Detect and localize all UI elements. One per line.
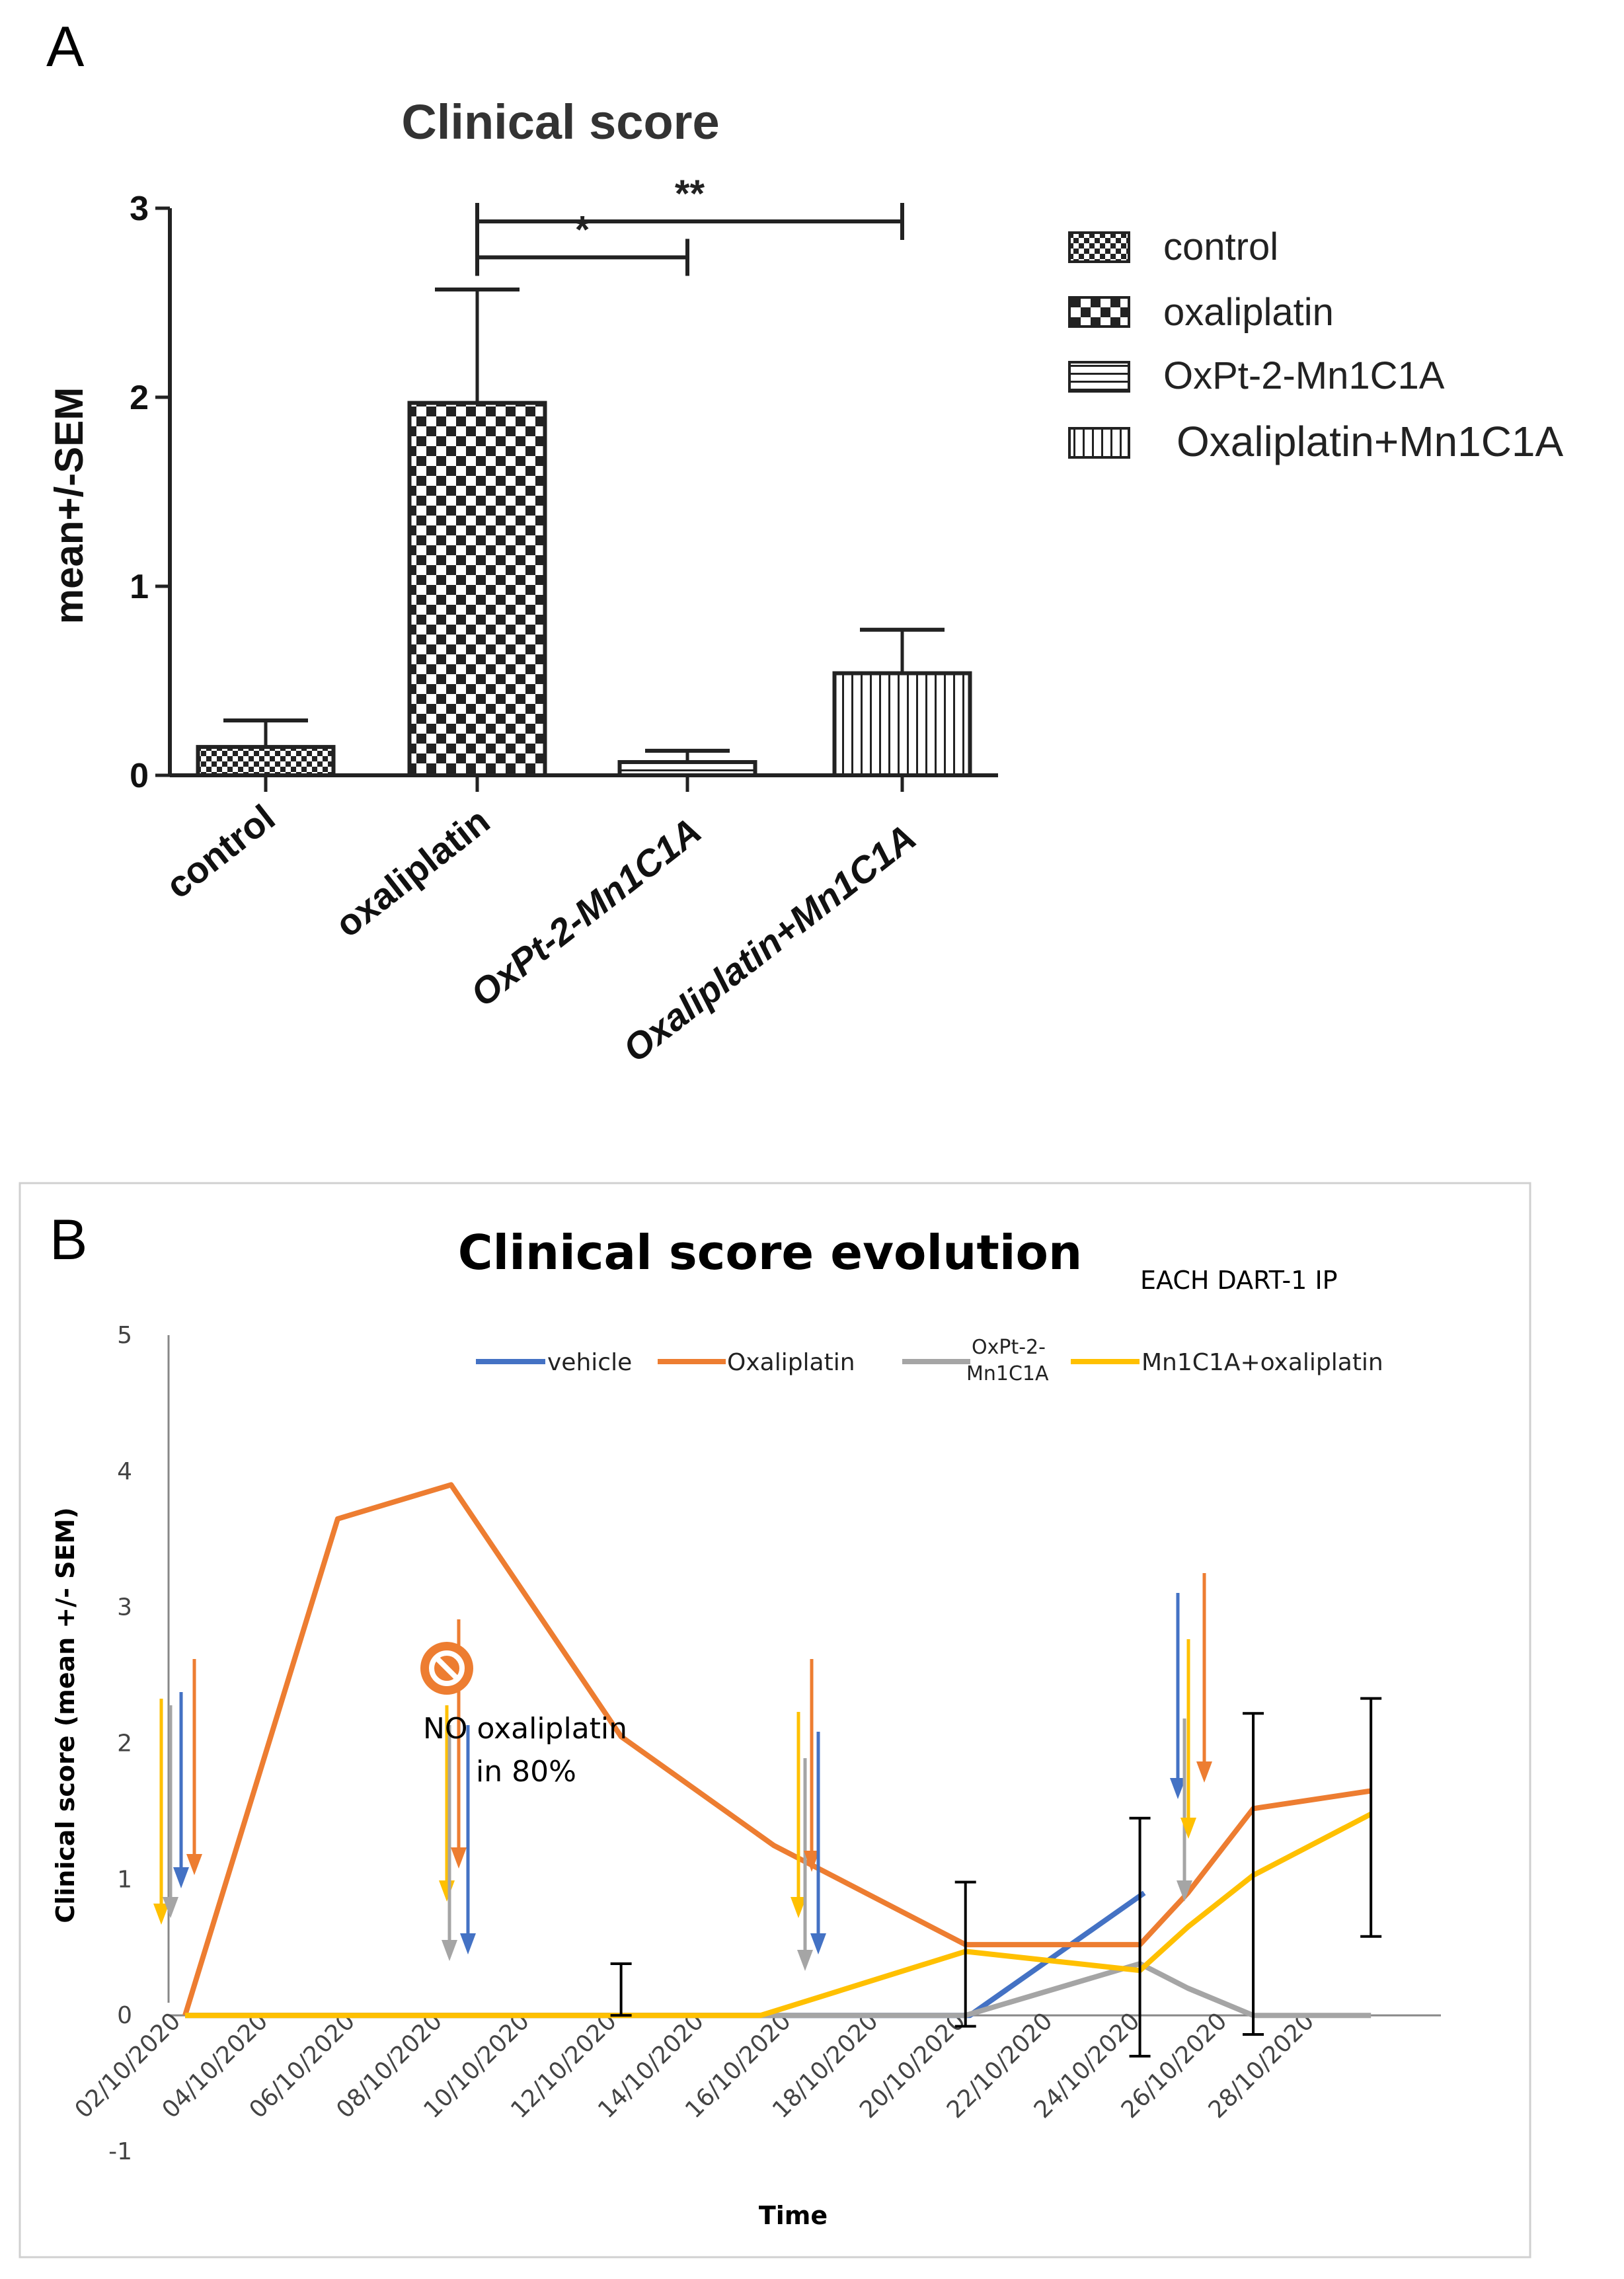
series-line-Oxaliplatin [182, 1482, 1372, 2017]
panel-a-bar [196, 745, 336, 777]
panel-b-y-tick-label: 2 [117, 1730, 132, 1758]
panel-b-letter: B [50, 1208, 87, 1272]
significance-label: * [575, 208, 590, 251]
legend-label-oxaliplatin-b: Oxaliplatin [727, 1349, 855, 1376]
panel-a-category-label: control [158, 796, 282, 906]
panel-b-y-tick-label: 0 [117, 2002, 132, 2029]
panel-a-letter: A [46, 15, 85, 79]
panel-a-legend: control oxaliplatin OxPt-2-Mn1C1A Oxalip… [1068, 225, 1564, 465]
legend-label-control: control [1163, 225, 1278, 268]
panel-a-y-axis-label: mean+/-SEM [47, 387, 91, 624]
legend-swatch-oxali-mn [1068, 427, 1130, 459]
dose-arrow-group-4 [1170, 1573, 1212, 1902]
panel-b-y-tick-label: 5 [117, 1322, 132, 1349]
panel-b-y-tick-label: 3 [117, 1594, 132, 1621]
panel-a-y-tick-label: 0 [130, 757, 149, 795]
legend-label-oxaliplatin: oxaliplatin [1163, 291, 1334, 334]
legend-label-vehicle: vehicle [547, 1349, 632, 1376]
panel-a-bars [196, 287, 972, 792]
dose-arrow-group-1 [153, 1659, 202, 1925]
panel-b-y-tick-label: 1 [117, 1866, 132, 1893]
legend-label-oxali-mn: Oxaliplatin+Mn1C1A [1177, 418, 1564, 465]
annotation-no-oxaliplatin: NO oxaliplatin [423, 1712, 627, 1746]
annotation-in-80: in 80% [476, 1755, 576, 1789]
panel-b-error-bars [610, 1697, 1382, 2058]
panel-a-y-tick-label: 1 [130, 568, 149, 606]
panel-b-title: Clinical score evolution [458, 1225, 1083, 1280]
panel-b-legend: vehicle Oxaliplatin OxPt-2- Mn1C1A Mn1C1… [476, 1336, 1383, 1385]
legend-swatch-oxaliplatin [1068, 296, 1130, 328]
panel-a-category-label: OxPt-2-Mn1C1A [463, 810, 709, 1015]
panel-a-title: Clinical score [401, 95, 719, 149]
panel-b-x-axis-label: Time [759, 2201, 828, 2230]
no-entry-icon [420, 1642, 473, 1695]
panel-a-y-tick-label: 3 [130, 190, 149, 228]
panel-a-bar [617, 759, 757, 777]
dose-arrows [153, 1573, 1212, 1971]
panel-a-category-labels: control oxaliplatinOxPt-2-Mn1C1AOxaliplat… [158, 796, 923, 1070]
panel-b-y-tick-label: 4 [117, 1458, 132, 1485]
legend-swatch-control [1068, 231, 1130, 263]
panel-a-bar [407, 401, 547, 777]
panel-b-subtitle: EACH DART-1 IP [1140, 1266, 1338, 1295]
panel-b-frame [19, 1182, 1531, 2259]
panel-b-y-axis-label: Clinical score (mean +/- SEM) [51, 1507, 80, 1923]
legend-label-oxpt: OxPt-2-Mn1C1A [1163, 354, 1445, 397]
legend-label-oxpt-b-line2: Mn1C1A [966, 1362, 1049, 1385]
panel-a-bar [832, 671, 972, 777]
panel-a-category-label: oxaliplatin [327, 800, 497, 945]
panel-a-significance: *** [475, 173, 904, 276]
dose-arrow-group-3 [791, 1659, 826, 1971]
panel-a-y-tick-label: 2 [130, 379, 149, 417]
panel-b-y-tick-label: -1 [108, 2138, 132, 2165]
legend-label-mn-oxali: Mn1C1A+oxaliplatin [1141, 1349, 1383, 1376]
legend-label-oxpt-b-line1: OxPt-2- [972, 1336, 1046, 1359]
legend-swatch-oxpt [1068, 361, 1130, 393]
series-line-OxPt-2-Mn1C1A [185, 1960, 1372, 2019]
significance-label: ** [675, 173, 705, 215]
